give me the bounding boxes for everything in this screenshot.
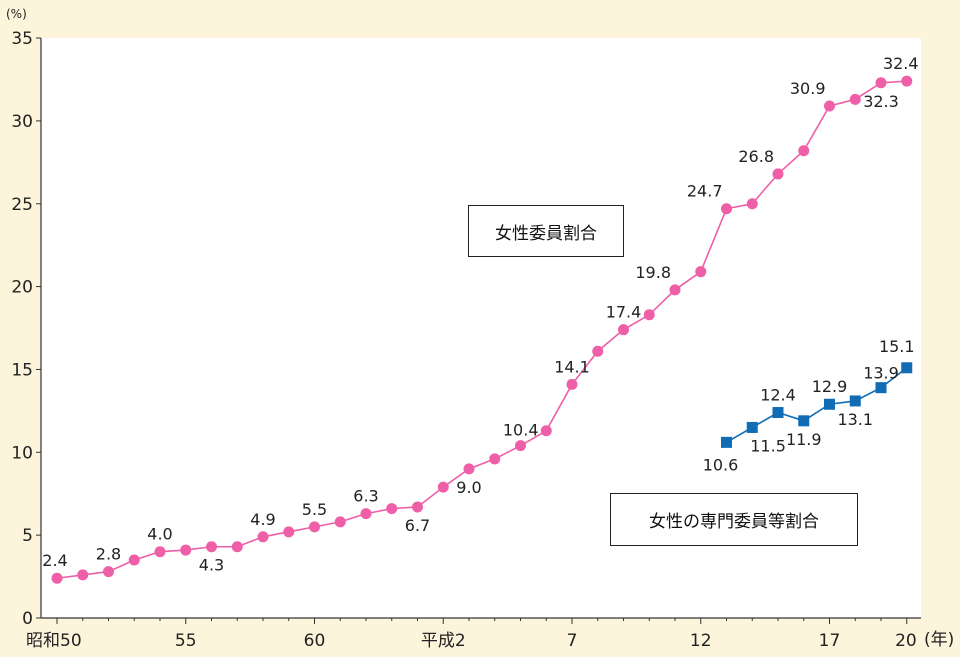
data-point <box>412 501 423 513</box>
y-tick-label: 15 <box>11 360 33 380</box>
data-point <box>798 145 810 157</box>
y-tick-label: 0 <box>22 609 33 629</box>
data-point <box>566 378 578 390</box>
series-line-female-ratio <box>56 80 907 580</box>
data-label: 4.3 <box>199 556 224 575</box>
data-point <box>437 481 449 493</box>
data-label: 5.5 <box>302 500 327 519</box>
data-point <box>257 531 269 543</box>
data-point <box>772 168 784 180</box>
data-label: 12.4 <box>760 386 796 405</box>
data-point <box>592 345 604 357</box>
data-point <box>103 566 114 578</box>
x-tick-label: 60 <box>304 631 326 651</box>
data-label: 13.9 <box>863 364 899 383</box>
data-point <box>51 572 63 584</box>
data-label: 32.4 <box>883 54 919 73</box>
data-point <box>618 324 629 336</box>
data-point <box>669 284 681 296</box>
data-point <box>515 440 526 452</box>
data-label: 24.7 <box>687 182 723 201</box>
data-point <box>206 541 217 553</box>
x-tick-label: 12 <box>690 631 712 651</box>
data-label: 19.8 <box>635 263 671 282</box>
data-label: 2.8 <box>96 545 121 564</box>
y-tick-label: 10 <box>11 443 33 463</box>
data-label: 6.7 <box>405 516 430 535</box>
data-label: 32.3 <box>863 92 899 111</box>
data-point <box>746 198 758 210</box>
data-label: 14.1 <box>554 357 590 376</box>
data-label: 30.9 <box>790 79 826 98</box>
data-point <box>77 569 89 581</box>
y-unit-label: (%) <box>6 7 27 21</box>
data-point <box>798 415 810 427</box>
data-point <box>643 309 655 321</box>
data-point <box>721 203 732 215</box>
data-label: 4.0 <box>147 525 172 544</box>
data-point <box>231 541 243 553</box>
data-point <box>824 398 835 410</box>
data-point <box>875 77 887 89</box>
data-label: 9.0 <box>456 478 481 497</box>
y-tick-label: 5 <box>22 526 33 546</box>
data-point <box>309 521 320 533</box>
data-label: 2.4 <box>42 551 67 570</box>
data-point <box>180 544 192 556</box>
data-point <box>128 554 140 566</box>
data-point <box>540 425 552 437</box>
data-label: 26.8 <box>738 147 774 166</box>
x-tick-label: 昭和50 <box>26 631 82 651</box>
x-tick-label: 平成2 <box>421 631 466 651</box>
data-point <box>901 75 913 87</box>
legend-female-ratio-text: 女性委員割合 <box>495 223 597 244</box>
y-tick-label: 20 <box>11 278 33 298</box>
y-tick-label: 25 <box>11 195 33 215</box>
data-label: 11.5 <box>750 436 786 455</box>
data-point <box>772 407 784 419</box>
data-point <box>386 503 398 515</box>
data-label: 11.9 <box>786 430 822 449</box>
data-label: 10.6 <box>703 455 739 474</box>
x-tick-label: 7 <box>567 631 578 651</box>
y-tick-label: 35 <box>11 29 33 49</box>
data-point <box>746 421 758 433</box>
data-point <box>489 453 501 465</box>
data-label: 4.9 <box>250 510 275 529</box>
legend-female-ratio: 女性委員割合 <box>468 205 624 257</box>
data-point <box>334 516 346 528</box>
data-point <box>721 436 732 448</box>
data-point <box>695 266 707 278</box>
data-point <box>360 508 372 520</box>
data-point <box>283 526 295 538</box>
data-label: 15.1 <box>879 337 915 356</box>
x-tick-label: 20 <box>895 631 917 651</box>
data-point <box>875 382 887 394</box>
data-point <box>463 463 475 475</box>
data-point <box>849 395 861 407</box>
data-point <box>154 546 166 558</box>
data-label: 10.4 <box>503 421 539 440</box>
x-unit-label: (年) <box>924 630 954 650</box>
data-label: 6.3 <box>353 487 378 506</box>
data-label: 12.9 <box>812 377 848 396</box>
x-tick-label: 17 <box>819 631 841 651</box>
legend-female-specialist-ratio: 女性の専門委員等割合 <box>610 493 858 546</box>
data-point <box>901 362 913 374</box>
data-point <box>824 100 835 112</box>
data-label: 17.4 <box>606 303 642 322</box>
legend-female-specialist-ratio-text: 女性の専門委員等割合 <box>649 512 819 532</box>
y-tick-label: 30 <box>11 112 33 132</box>
data-point <box>849 93 861 105</box>
x-tick-label: 55 <box>175 631 197 651</box>
data-label: 13.1 <box>837 410 873 429</box>
